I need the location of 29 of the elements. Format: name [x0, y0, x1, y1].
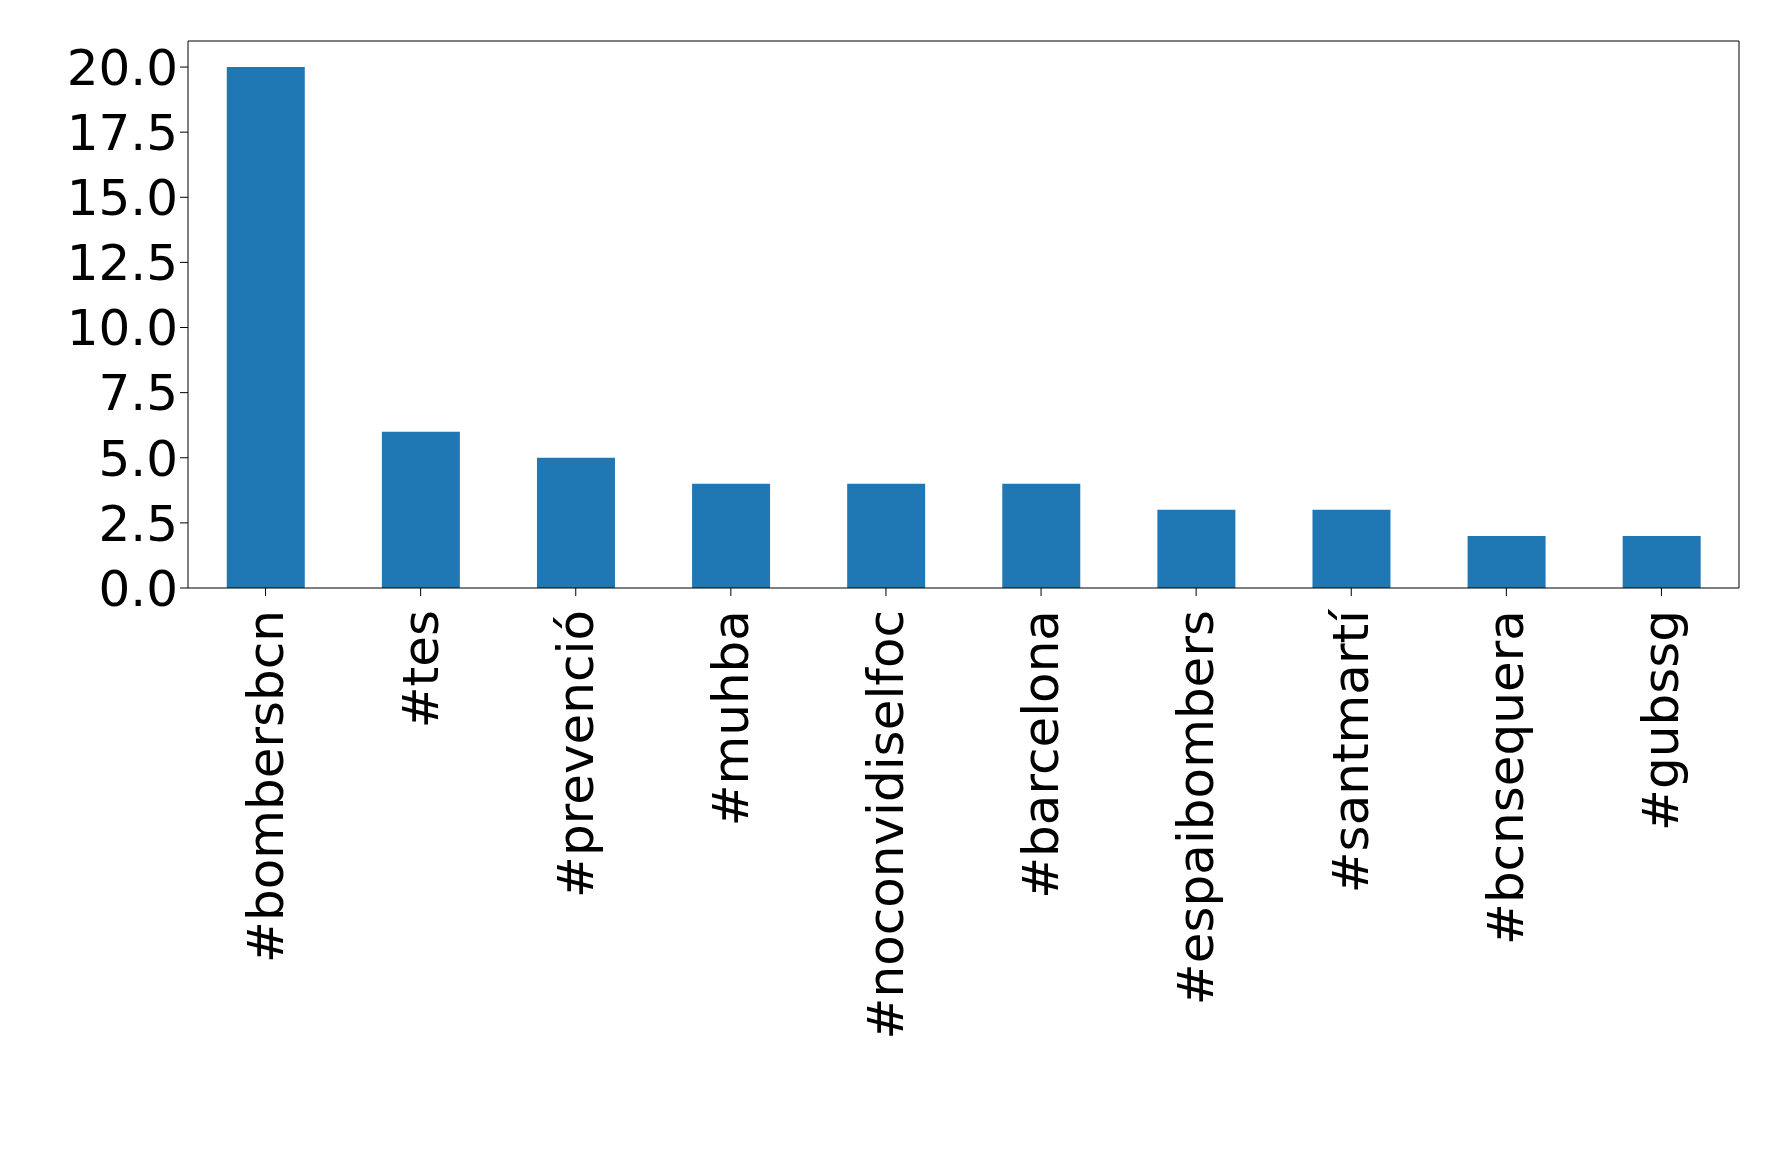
x-tick-label: #gubssg — [1632, 610, 1691, 831]
y-tick-label: 15.0 — [66, 169, 178, 228]
bar — [1467, 535, 1546, 588]
y-tick-label: 12.5 — [66, 234, 178, 293]
bar — [536, 457, 615, 588]
bar — [1312, 509, 1391, 588]
x-tick-label: #bcnsequera — [1477, 610, 1536, 946]
bar — [692, 483, 771, 588]
bar — [847, 483, 926, 588]
y-tick-label: 5.0 — [98, 429, 178, 488]
bar — [381, 431, 460, 588]
y-tick-label: 7.5 — [98, 364, 178, 423]
x-tick-label: #bombersbcn — [236, 610, 295, 963]
x-tick-label: #espaibombers — [1167, 610, 1226, 1006]
x-tick-label: #tes — [391, 610, 450, 729]
bar — [1002, 483, 1081, 588]
y-tick-label: 17.5 — [66, 103, 178, 162]
x-tick-label: #muhba — [701, 610, 760, 827]
bar — [1157, 509, 1236, 588]
x-tick-label: #barcelona — [1012, 610, 1071, 899]
bar — [1622, 535, 1701, 588]
x-tick-label: #noconvidiselfoc — [856, 610, 915, 1040]
y-tick-label: 0.0 — [98, 559, 178, 618]
x-tick-label: #prevenció — [546, 610, 605, 898]
y-tick-label: 20.0 — [66, 38, 178, 97]
y-tick-label: 2.5 — [98, 494, 178, 553]
x-tick-label: #santmartí — [1322, 607, 1381, 894]
y-tick-label: 10.0 — [66, 299, 178, 358]
bar — [226, 67, 305, 588]
